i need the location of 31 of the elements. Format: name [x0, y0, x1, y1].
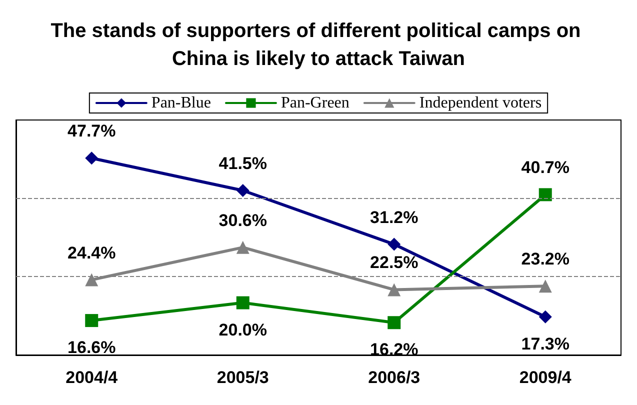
legend-label: Pan-Blue [151, 94, 211, 112]
legend-label: Pan-Green [280, 94, 350, 112]
data-label: 22.5% [370, 253, 418, 272]
point [85, 152, 98, 165]
x-tick-label: 2005/3 [216, 368, 269, 387]
point [85, 273, 98, 286]
x-tick-label: 2009/4 [519, 368, 572, 387]
point [388, 283, 401, 296]
data-label: 17.3% [521, 334, 570, 354]
point [538, 280, 552, 293]
point [236, 240, 250, 254]
point [538, 310, 552, 324]
data-label: 24.4% [68, 243, 116, 262]
data-label: 47.7% [68, 122, 116, 141]
point [388, 316, 401, 330]
data-label: 30.6% [218, 210, 267, 230]
point [236, 184, 250, 197]
data-label: 20.0% [218, 320, 267, 340]
point [236, 296, 250, 310]
data-label: 31.2% [370, 208, 418, 227]
data-label: 23.2% [521, 250, 570, 269]
point [538, 188, 552, 202]
data-label: 40.7% [521, 158, 570, 178]
legend-label: Independent voters [419, 94, 542, 112]
point [85, 314, 98, 328]
x-tick-label: 2006/3 [368, 368, 420, 387]
data-label: 16.6% [68, 338, 116, 358]
chart-title: The stands of supporters of different political camps on China is likely to attack Taiwan [50, 20, 586, 70]
x-tick-label: 2004/4 [66, 368, 118, 387]
point [388, 238, 401, 251]
data-label: 41.5% [218, 154, 267, 173]
